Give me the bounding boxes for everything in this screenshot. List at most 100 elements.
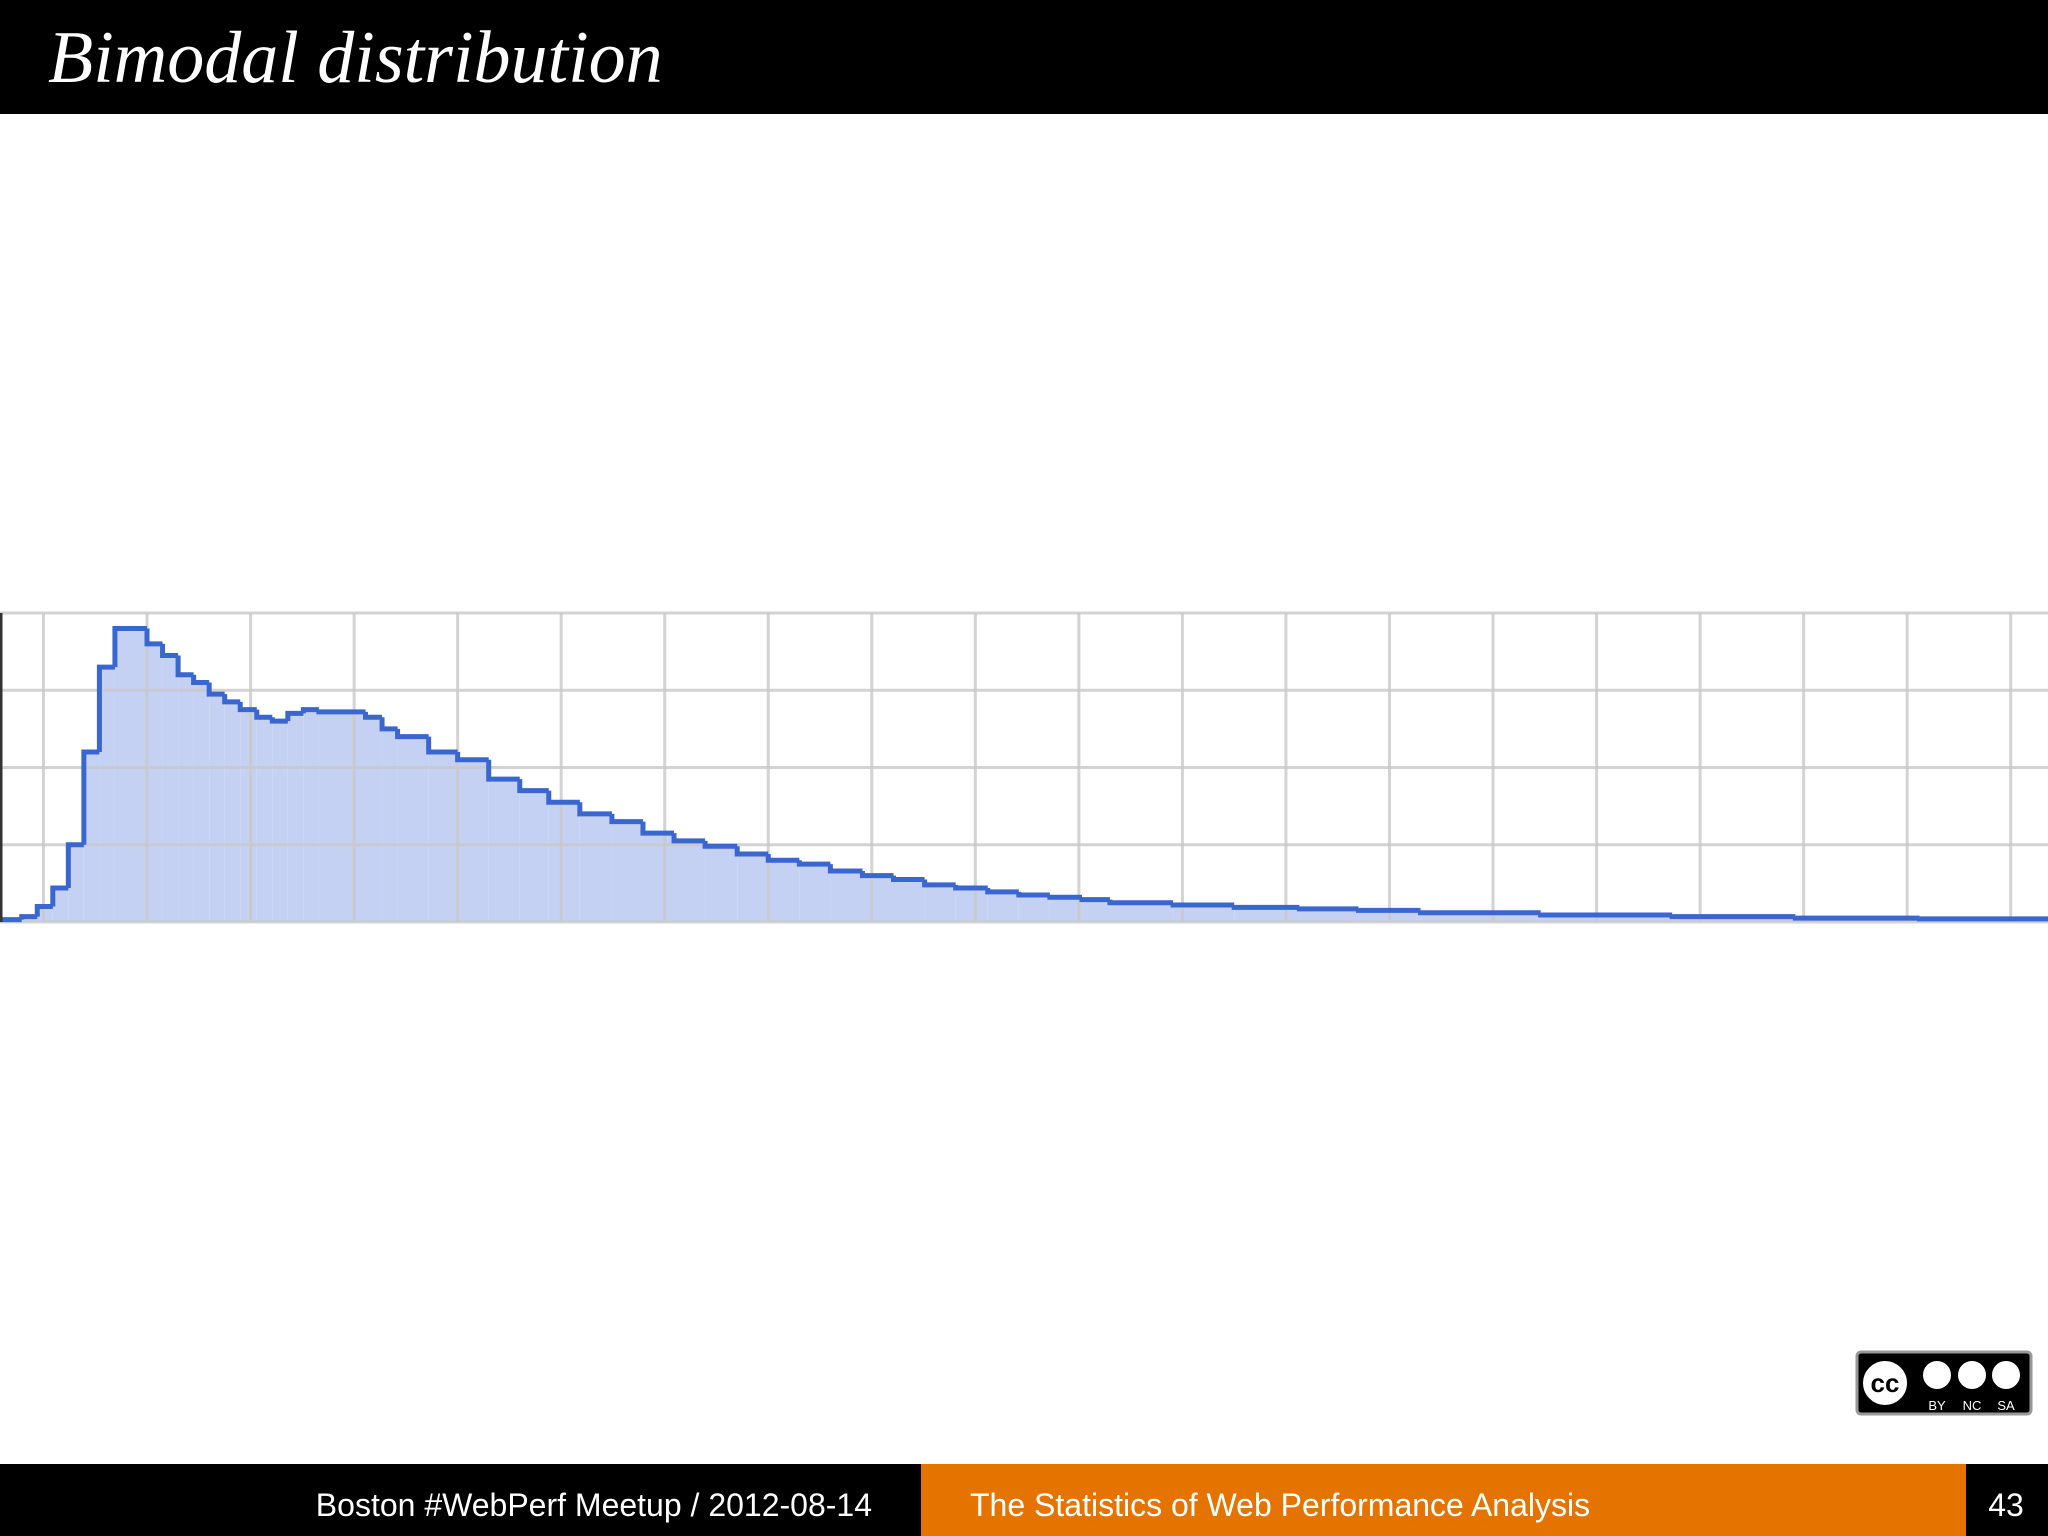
bar-outline bbox=[827, 864, 863, 874]
bar bbox=[256, 717, 273, 922]
bar-outline bbox=[891, 875, 925, 883]
bar bbox=[642, 833, 675, 922]
bar-outline bbox=[1016, 891, 1050, 898]
bar bbox=[705, 846, 738, 922]
badge-term: BY bbox=[1928, 1398, 1946, 1413]
bar-outline bbox=[546, 790, 580, 805]
bar-outline bbox=[1296, 906, 1359, 912]
bar-outline bbox=[1107, 899, 1174, 906]
bar bbox=[83, 752, 100, 922]
bar bbox=[457, 759, 489, 922]
bar-outline bbox=[486, 759, 520, 782]
plot bbox=[0, 611, 2048, 924]
bar bbox=[611, 821, 643, 922]
bar bbox=[548, 802, 580, 922]
bar bbox=[193, 682, 210, 922]
footer-middle bbox=[921, 1464, 1966, 1536]
cc-logo: cc bbox=[1871, 1368, 1900, 1398]
bar-outline bbox=[609, 813, 643, 825]
bar bbox=[209, 694, 225, 922]
bar bbox=[862, 875, 894, 922]
bar bbox=[318, 711, 366, 922]
bar bbox=[924, 884, 956, 922]
bar-outline bbox=[922, 879, 956, 888]
bar-outline bbox=[19, 914, 38, 920]
page-number: 43 bbox=[1988, 1487, 2024, 1523]
bar bbox=[52, 888, 69, 922]
bar bbox=[1081, 899, 1110, 922]
bar-outline bbox=[671, 833, 706, 844]
bar bbox=[830, 871, 863, 922]
bar bbox=[272, 721, 288, 922]
bar-outline bbox=[640, 821, 675, 836]
bar-outline bbox=[160, 643, 179, 658]
bar-outline bbox=[765, 854, 800, 863]
bar-outline bbox=[395, 728, 429, 740]
bar-outline bbox=[702, 840, 738, 849]
bar bbox=[37, 906, 53, 922]
bar bbox=[147, 643, 163, 922]
bar-outline bbox=[1079, 897, 1110, 903]
footer-talk: The Statistics of Web Performance Analys… bbox=[970, 1487, 1590, 1523]
bar-outline bbox=[517, 779, 549, 794]
bar-outline bbox=[300, 707, 319, 714]
bar bbox=[99, 667, 115, 922]
bar bbox=[488, 779, 520, 922]
bar bbox=[579, 813, 612, 922]
bar bbox=[397, 736, 429, 922]
bar-outline bbox=[50, 885, 69, 907]
bar-outline bbox=[379, 717, 398, 732]
bar bbox=[303, 709, 319, 922]
bar-outline bbox=[65, 842, 84, 889]
bar bbox=[365, 717, 383, 922]
bar-outline bbox=[1792, 915, 1920, 921]
bar-outline bbox=[206, 682, 225, 697]
bar bbox=[428, 752, 458, 922]
bar-outline bbox=[1231, 904, 1300, 910]
bar bbox=[68, 844, 84, 922]
bar bbox=[674, 840, 706, 922]
footer-right bbox=[1966, 1464, 2048, 1536]
bar bbox=[1420, 912, 1541, 922]
bar bbox=[955, 888, 988, 922]
badge-term: NC bbox=[1963, 1398, 1982, 1413]
badge-term: SA bbox=[1997, 1398, 2015, 1413]
title-bar bbox=[0, 0, 2048, 114]
bar-outline bbox=[81, 749, 100, 845]
footer-event: Boston #WebPerf Meetup / 2012-08-14 bbox=[316, 1487, 872, 1523]
bar bbox=[768, 860, 800, 922]
bar-outline bbox=[1418, 910, 1541, 916]
bar-outline bbox=[254, 709, 273, 720]
bar bbox=[224, 701, 241, 922]
bar bbox=[1109, 902, 1174, 922]
bar bbox=[287, 713, 304, 922]
bar bbox=[1299, 908, 1359, 922]
bar-outline bbox=[426, 736, 458, 755]
bar-outline bbox=[1355, 907, 1421, 913]
bar bbox=[382, 728, 398, 922]
bar-outline bbox=[96, 664, 115, 753]
bar-outline bbox=[953, 884, 988, 891]
bar-outline bbox=[112, 625, 148, 668]
bar bbox=[987, 891, 1019, 922]
bar-outline bbox=[285, 710, 304, 722]
bar-outline bbox=[362, 711, 383, 720]
bar bbox=[1018, 894, 1050, 922]
slide-title: Bimodal distribution bbox=[48, 17, 663, 99]
bar bbox=[799, 864, 831, 922]
bar bbox=[1540, 915, 1673, 922]
bar-outline bbox=[34, 904, 53, 917]
bar bbox=[114, 628, 148, 922]
bar-outline bbox=[734, 846, 769, 857]
bar-outline bbox=[1170, 902, 1235, 908]
bar bbox=[1234, 907, 1300, 922]
bar-outline bbox=[455, 752, 489, 763]
bar-outline bbox=[1917, 916, 2048, 922]
bar bbox=[1173, 905, 1235, 922]
footer-left bbox=[0, 1464, 921, 1536]
bar-outline bbox=[144, 628, 163, 647]
bar-outline bbox=[222, 694, 241, 705]
bar bbox=[1672, 916, 1796, 922]
bar-outline bbox=[985, 888, 1019, 895]
